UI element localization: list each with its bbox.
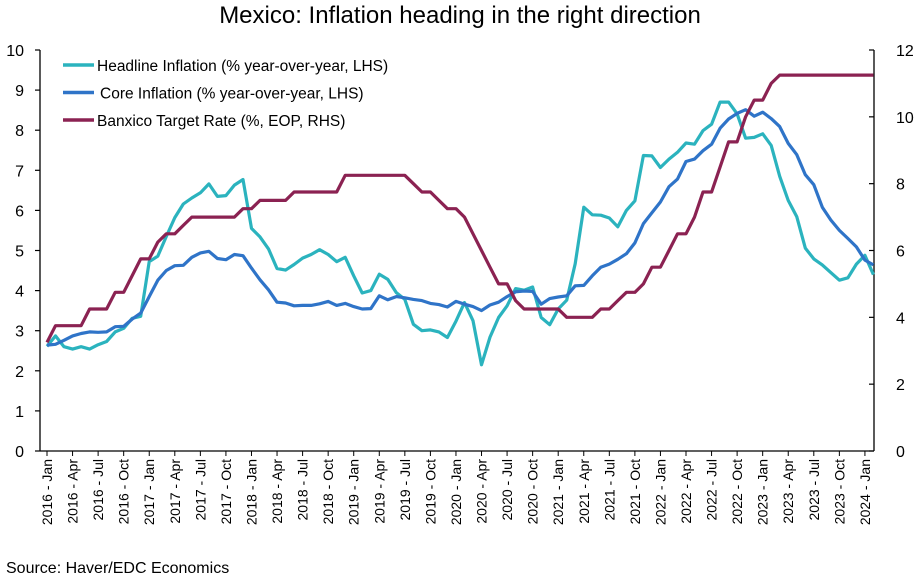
x-axis-tick-label: 2017 - Apr bbox=[167, 459, 183, 524]
x-axis-tick-label: 2022 - Jan bbox=[652, 459, 668, 525]
legend-label-0: Headline Inflation (% year-over-year, LH… bbox=[97, 58, 388, 75]
x-axis-tick-label: 2023 - Oct bbox=[831, 459, 847, 524]
x-axis-tick-label: 2016 - Apr bbox=[65, 459, 81, 524]
x-axis-tick-label: 2019 - Jul bbox=[397, 459, 413, 520]
legend-label-1: Core Inflation (% year-over-year, LHS) bbox=[100, 86, 364, 103]
x-axis-tick-label: 2016 - Jan bbox=[39, 459, 55, 525]
x-axis-tick-label: 2022 - Oct bbox=[729, 459, 745, 524]
x-axis-tick-label: 2018 - Oct bbox=[320, 459, 336, 524]
x-axis-tick-label: 2020 - Oct bbox=[525, 459, 541, 524]
right-axis-tick-label: 6 bbox=[896, 244, 905, 261]
x-axis-tick-label: 2023 - Jul bbox=[806, 459, 822, 520]
left-axis-tick-label: 3 bbox=[15, 324, 24, 341]
x-axis-tick-label: 2021 - Jan bbox=[550, 459, 566, 525]
right-axis-tick-label: 10 bbox=[896, 110, 914, 127]
x-axis-tick-label: 2019 - Apr bbox=[371, 459, 387, 524]
left-axis-tick-label: 0 bbox=[15, 444, 24, 461]
x-axis-tick-label: 2018 - Jul bbox=[295, 459, 311, 520]
right-axis-tick-label: 0 bbox=[896, 444, 905, 461]
x-axis-tick-label: 2019 - Jan bbox=[346, 459, 362, 525]
x-axis-tick-label: 2021 - Jul bbox=[601, 459, 617, 520]
x-axis-tick-label: 2017 - Jan bbox=[141, 459, 157, 525]
left-axis-tick-label: 5 bbox=[15, 244, 24, 261]
left-axis-tick-label: 6 bbox=[15, 203, 24, 220]
x-axis-tick-label: 2016 - Jul bbox=[90, 459, 106, 520]
series-line-1 bbox=[46, 108, 875, 347]
right-axis-tick-label: 12 bbox=[896, 43, 914, 60]
left-axis-tick-label: 10 bbox=[6, 43, 24, 60]
left-axis-tick-label: 1 bbox=[15, 404, 24, 421]
left-axis-tick-label: 2 bbox=[15, 364, 24, 381]
x-axis-tick-label: 2020 - Apr bbox=[474, 459, 490, 524]
left-axis-tick-label: 8 bbox=[15, 123, 24, 140]
x-axis-tick-label: 2020 - Jan bbox=[448, 459, 464, 525]
x-axis-tick-label: 2021 - Apr bbox=[576, 459, 592, 524]
x-axis-tick-label: 2016 - Oct bbox=[116, 459, 132, 524]
x-axis-tick-label: 2023 - Apr bbox=[780, 459, 796, 524]
x-axis-tick-label: 2017 - Jul bbox=[192, 459, 208, 520]
legend-label-2: Banxico Target Rate (%, EOP, RHS) bbox=[97, 113, 345, 130]
series-line-0 bbox=[45, 100, 875, 367]
x-axis-tick-label: 2018 - Jan bbox=[243, 459, 259, 525]
x-axis-tick-label: 2022 - Jul bbox=[704, 459, 720, 520]
source-note: Source: Haver/EDC Economics bbox=[6, 560, 230, 577]
x-axis-tick-label: 2024 - Jan bbox=[857, 459, 873, 525]
right-axis-tick-label: 4 bbox=[896, 310, 905, 327]
left-axis-tick-label: 4 bbox=[15, 284, 24, 301]
x-axis-tick-label: 2021 - Oct bbox=[627, 459, 643, 524]
right-axis-tick-label: 2 bbox=[896, 377, 905, 394]
chart-title: Mexico: Inflation heading in the right d… bbox=[219, 2, 701, 29]
series-line-2 bbox=[45, 73, 874, 344]
left-axis-tick-label: 7 bbox=[15, 163, 24, 180]
x-axis-tick-label: 2017 - Oct bbox=[218, 459, 234, 524]
right-axis-tick-label: 8 bbox=[896, 177, 905, 194]
x-axis-tick-label: 2019 - Oct bbox=[422, 459, 438, 524]
x-axis-tick-label: 2018 - Apr bbox=[269, 459, 285, 524]
left-axis-tick-label: 9 bbox=[15, 83, 24, 100]
x-axis-tick-label: 2023 - Jan bbox=[755, 459, 771, 525]
x-axis-tick-label: 2022 - Apr bbox=[678, 459, 694, 524]
x-axis-tick-label: 2020 - Jul bbox=[499, 459, 515, 520]
